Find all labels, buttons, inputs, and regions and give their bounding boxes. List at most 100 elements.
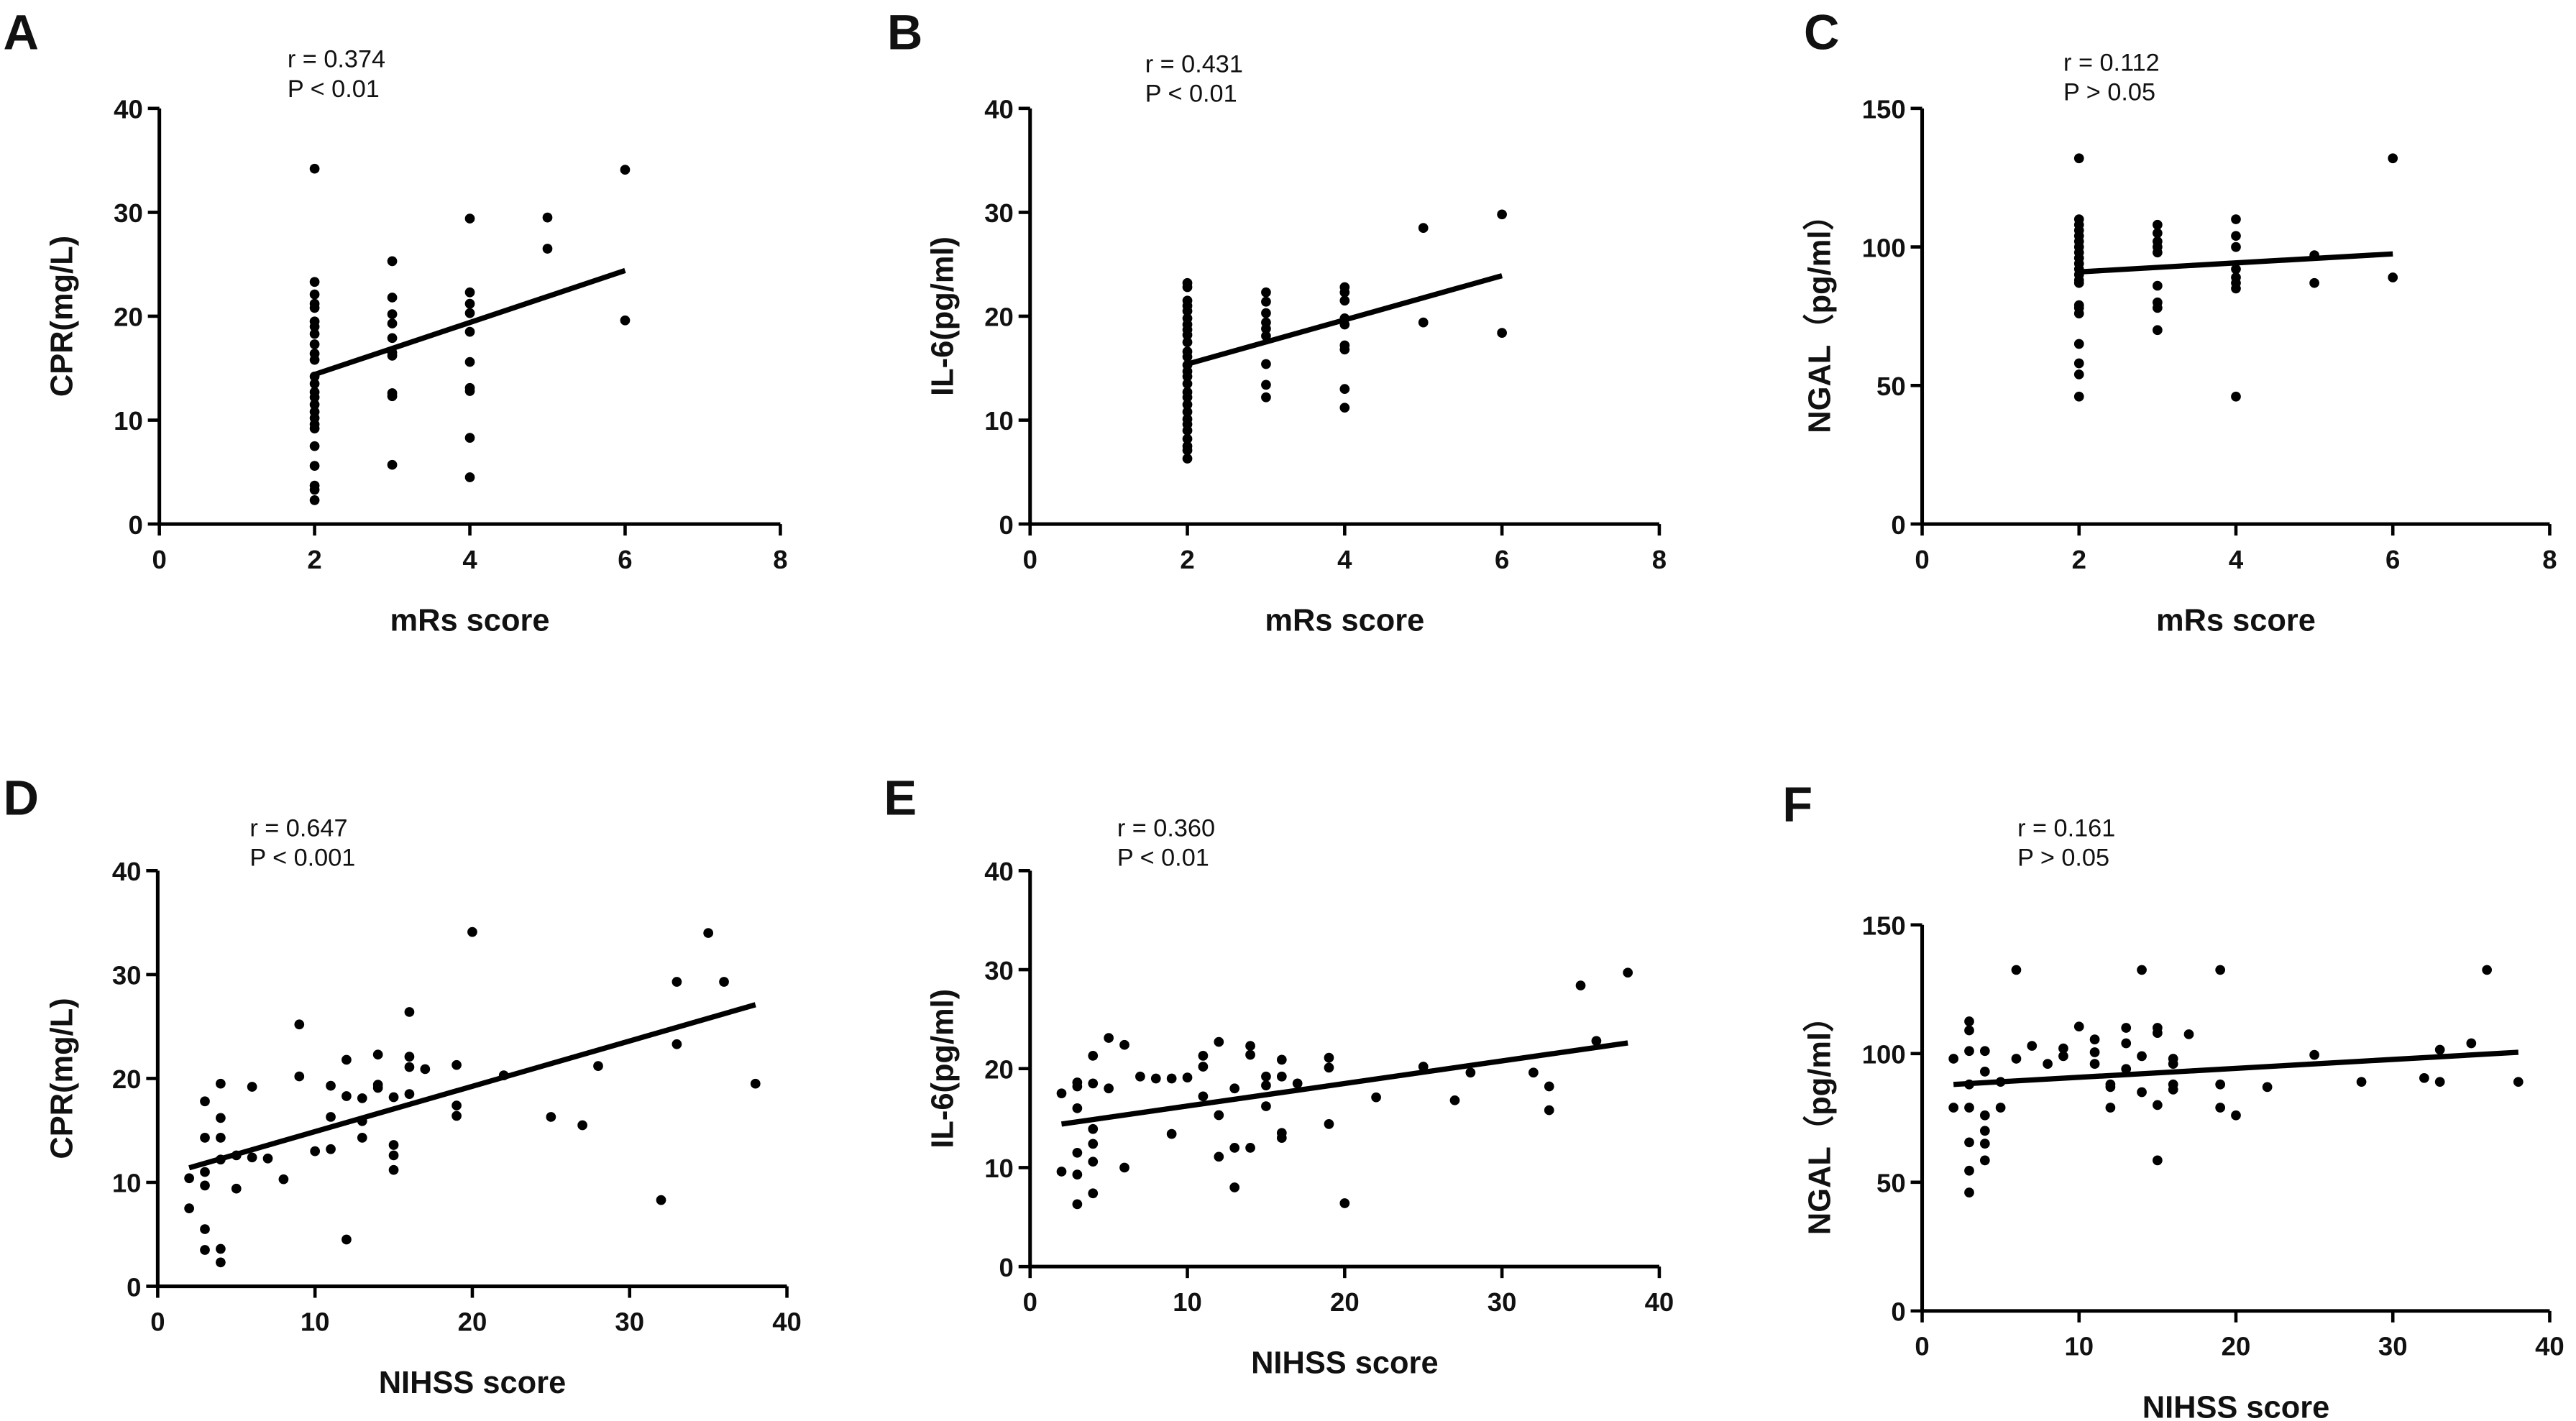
- data-point: [2388, 272, 2398, 282]
- data-point: [387, 459, 398, 470]
- y-axis-title: IL-6(pg/ml): [925, 236, 960, 396]
- y-axis-title: IL-6(pg/ml): [925, 989, 960, 1149]
- data-point: [1229, 1143, 1240, 1153]
- y-tick-label: 10: [984, 406, 1014, 436]
- x-tick-label: 40: [1645, 1287, 1674, 1317]
- data-point: [2262, 1082, 2273, 1093]
- x-tick-label: 10: [1173, 1287, 1202, 1317]
- data-point: [216, 1133, 226, 1143]
- data-point: [1245, 1049, 1255, 1060]
- data-point: [357, 1133, 367, 1143]
- x-axis-title: NIHSS score: [1251, 1346, 1439, 1381]
- data-point: [309, 392, 320, 403]
- data-point: [1544, 1105, 1554, 1116]
- data-point: [2153, 247, 2163, 258]
- data-point: [2356, 1077, 2367, 1087]
- y-tick-label: 150: [1862, 95, 1906, 124]
- p-value: P > 0.05: [2017, 844, 2109, 871]
- data-point: [1418, 317, 1429, 328]
- x-tick-label: 6: [2385, 545, 2400, 574]
- data-point: [1261, 1080, 1271, 1091]
- data-point: [2073, 153, 2084, 164]
- data-point: [2121, 1038, 2132, 1049]
- data-point: [2073, 391, 2084, 402]
- data-point: [2153, 303, 2163, 313]
- data-point: [388, 1092, 399, 1103]
- x-tick-label: 2: [307, 545, 321, 574]
- data-point: [1964, 1165, 1974, 1176]
- y-axis-title: NGAL（pg/ml）: [1802, 1001, 1838, 1236]
- data-point: [1214, 1110, 1224, 1121]
- x-tick-label: 2: [2072, 545, 2086, 574]
- regression-line: [188, 1002, 756, 1171]
- x-tick-label: 10: [2064, 1332, 2094, 1361]
- data-point: [357, 1093, 367, 1103]
- data-point: [464, 298, 475, 309]
- data-point: [1292, 1078, 1303, 1089]
- data-point: [1229, 1182, 1240, 1192]
- data-point: [2089, 1047, 2100, 1057]
- x-tick-label: 0: [1915, 1332, 1929, 1361]
- data-point: [1245, 1143, 1255, 1153]
- regression-line: [313, 267, 626, 377]
- x-tick-label: 4: [2229, 545, 2244, 574]
- data-point: [294, 1019, 305, 1030]
- data-point: [1182, 351, 1193, 362]
- data-point: [2231, 391, 2241, 402]
- data-point: [2419, 1072, 2429, 1083]
- y-tick-label: 30: [114, 198, 143, 228]
- data-point: [309, 461, 320, 471]
- data-point: [387, 333, 398, 344]
- data-point: [1276, 1133, 1287, 1143]
- data-point: [2153, 1100, 2163, 1110]
- p-value: P > 0.05: [2063, 78, 2155, 106]
- data-point: [1198, 1091, 1209, 1102]
- x-tick-label: 30: [615, 1307, 644, 1336]
- data-point: [464, 433, 475, 443]
- data-point: [1544, 1081, 1554, 1092]
- data-point: [546, 1112, 556, 1122]
- data-point: [1339, 384, 1350, 395]
- data-point: [1261, 380, 1271, 390]
- data-point: [1261, 323, 1271, 334]
- data-point: [2231, 231, 2241, 242]
- data-point: [1948, 1054, 1959, 1064]
- y-tick-label: 0: [999, 510, 1014, 540]
- data-point: [2231, 283, 2241, 294]
- data-point: [1591, 1036, 1602, 1047]
- data-point: [309, 399, 320, 410]
- data-point: [656, 1195, 666, 1205]
- data-point: [309, 495, 320, 505]
- data-point: [309, 441, 320, 451]
- data-point: [387, 256, 398, 267]
- data-point: [309, 289, 320, 300]
- data-point: [1088, 1188, 1099, 1199]
- data-point: [309, 303, 320, 313]
- data-point: [2215, 1079, 2226, 1090]
- data-point: [1088, 1078, 1099, 1089]
- x-tick-label: 20: [1330, 1287, 1360, 1317]
- data-point: [1261, 1101, 1271, 1111]
- data-point: [750, 1078, 761, 1089]
- data-point: [1623, 967, 1633, 978]
- data-point: [1979, 1126, 1990, 1136]
- data-point: [593, 1061, 603, 1071]
- x-axis-title: mRs score: [390, 604, 550, 638]
- data-point: [2137, 965, 2147, 975]
- data-point: [1261, 308, 1271, 318]
- x-tick-label: 2: [1180, 545, 1194, 574]
- x-tick-label: 10: [301, 1307, 330, 1336]
- data-point: [464, 472, 475, 482]
- y-tick-label: 20: [984, 303, 1014, 332]
- data-point: [342, 1054, 352, 1065]
- data-point: [1072, 1081, 1083, 1092]
- data-point: [671, 977, 682, 987]
- data-point: [2153, 280, 2163, 291]
- regression-line: [1186, 273, 1503, 367]
- y-axis-title: CPR(mg/L): [45, 998, 80, 1159]
- data-point: [1182, 454, 1193, 464]
